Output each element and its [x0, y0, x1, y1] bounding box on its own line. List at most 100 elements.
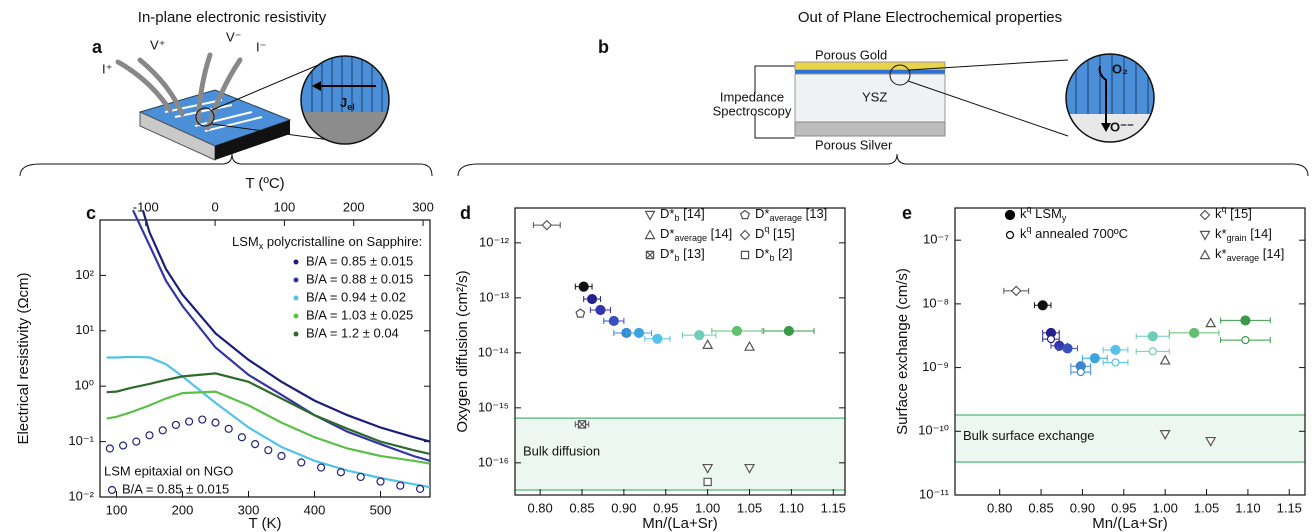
- data-point: [541, 219, 553, 231]
- legend-label-part: b: [769, 253, 774, 263]
- instrument-label: Spectroscopy: [713, 103, 792, 118]
- plot-frame: [99, 219, 431, 498]
- x-tick-label: 1.05: [1194, 500, 1219, 515]
- data-point: [416, 484, 425, 494]
- legend-marker: [1005, 230, 1015, 240]
- legend-marker: [740, 250, 750, 260]
- legend-label: k*grain [14]: [1215, 226, 1272, 243]
- data-point: [185, 417, 194, 426]
- y-tick-label: 10⁻¹⁴: [478, 344, 509, 359]
- instrument-label: Impedance: [720, 89, 784, 104]
- y-tick-label: 10⁻¹⁵: [478, 399, 509, 414]
- panel-label: b: [598, 37, 609, 57]
- data-point: [1147, 331, 1158, 342]
- band: [955, 415, 1305, 462]
- legend-marker: [293, 259, 299, 265]
- data-line: [106, 355, 431, 489]
- legend-label: k*average [14]: [1215, 246, 1284, 263]
- legend-label-part: [14]: [1247, 226, 1272, 241]
- x-tick-label: 300: [238, 502, 260, 517]
- legend-marker: [1004, 209, 1016, 221]
- silver-layer: [794, 121, 946, 137]
- data-point: [277, 451, 286, 461]
- zoom-circle: [300, 55, 390, 145]
- y-axis-label: Oxygen diffusion (cm²/s): [454, 270, 471, 432]
- x2-axis-label: T (ºC): [245, 175, 284, 192]
- band: [515, 418, 845, 491]
- x-tick-label: 0.90: [611, 500, 636, 515]
- x-tick-label: 0.85: [1028, 500, 1053, 515]
- x-axis-label: Mn/(La+Sr): [642, 515, 717, 532]
- data-point: [783, 325, 794, 337]
- data-point: [105, 444, 115, 453]
- data-line: [106, 372, 431, 455]
- data-point: [336, 468, 345, 477]
- x-tick-label: 0.85: [569, 500, 594, 515]
- legend-label: kq LSMy: [1020, 204, 1067, 223]
- sample-front: [215, 120, 290, 160]
- band-label: Bulk diffusion: [523, 444, 600, 459]
- x-tick-label: 1.05: [737, 500, 762, 515]
- ion-arrow: [1098, 65, 1107, 126]
- y-tick-label: 10⁻¹¹: [919, 486, 950, 501]
- data-point: [396, 481, 405, 490]
- legend-marker: [644, 229, 656, 240]
- data-point: [1241, 336, 1250, 345]
- legend-label-part: b: [674, 253, 679, 263]
- legend-label-part: D*: [660, 226, 674, 241]
- panel-label: d: [460, 203, 471, 223]
- legend-label-part: LSM: [1032, 206, 1062, 221]
- legend-label-part: [14]: [707, 226, 732, 241]
- panel-label: e: [902, 203, 912, 223]
- legend-label-part: average: [674, 233, 707, 243]
- layer-label: Porous Silver: [815, 137, 893, 152]
- data-point: [317, 463, 326, 472]
- data-point: [264, 446, 273, 455]
- legend-label-part: average: [769, 213, 802, 223]
- legend-title-part: x: [259, 241, 264, 251]
- legend-label: Dq [15]: [755, 224, 795, 241]
- y-tick-label: 10⁻⁸: [922, 295, 949, 310]
- data-point: [1240, 315, 1251, 326]
- y-tick-label: 10⁻¹³: [479, 289, 510, 304]
- data-point: [251, 440, 260, 449]
- data-point: [1205, 436, 1217, 447]
- legend-label-part: k: [1020, 206, 1027, 221]
- data-point: [1148, 347, 1157, 356]
- data-point: [1054, 340, 1065, 351]
- y-tick-label: 10⁻¹⁶: [478, 454, 509, 469]
- data-line: [106, 390, 431, 465]
- legend-label: D*b [14]: [660, 206, 705, 223]
- x-tick-label: 1.15: [1277, 500, 1302, 515]
- data-point: [703, 477, 712, 487]
- data-point: [743, 340, 756, 351]
- legend-label-part: k*: [1215, 226, 1227, 241]
- arrowhead: [1101, 123, 1111, 132]
- data-point: [1110, 344, 1121, 355]
- film-layer: [795, 70, 945, 74]
- y-tick-label: 10⁻¹⁰: [918, 423, 949, 438]
- legend-marker: [739, 229, 751, 241]
- x-tick-label: 400: [304, 502, 326, 517]
- probes: [115, 52, 243, 131]
- legend-title-part: LSM: [232, 234, 259, 249]
- legend-label-part: annealed 700ºC: [1032, 226, 1129, 241]
- gas-label: O₂: [1112, 61, 1128, 76]
- ysz-layer: [794, 73, 946, 123]
- data-point: [578, 281, 589, 292]
- ion-label: O⁻⁻: [1110, 119, 1134, 134]
- legend-marker: [293, 313, 299, 319]
- x-tick-label: 1.15: [821, 500, 846, 515]
- legend-label-part: D*: [755, 246, 769, 261]
- data-line: [141, 209, 431, 443]
- arrowhead: [312, 81, 321, 91]
- schematic-a: In-plane electronic resistivity a I⁺ V⁺ …: [92, 9, 390, 161]
- x-tick-label: 1.10: [779, 500, 804, 515]
- zoom-spot: [195, 107, 215, 127]
- zoom-line: [908, 59, 1069, 71]
- data-point: [694, 330, 705, 341]
- data-point: [237, 433, 246, 442]
- y-tick-label: 10⁻¹²: [479, 234, 510, 249]
- data-point: [731, 325, 743, 337]
- data-point: [376, 477, 385, 486]
